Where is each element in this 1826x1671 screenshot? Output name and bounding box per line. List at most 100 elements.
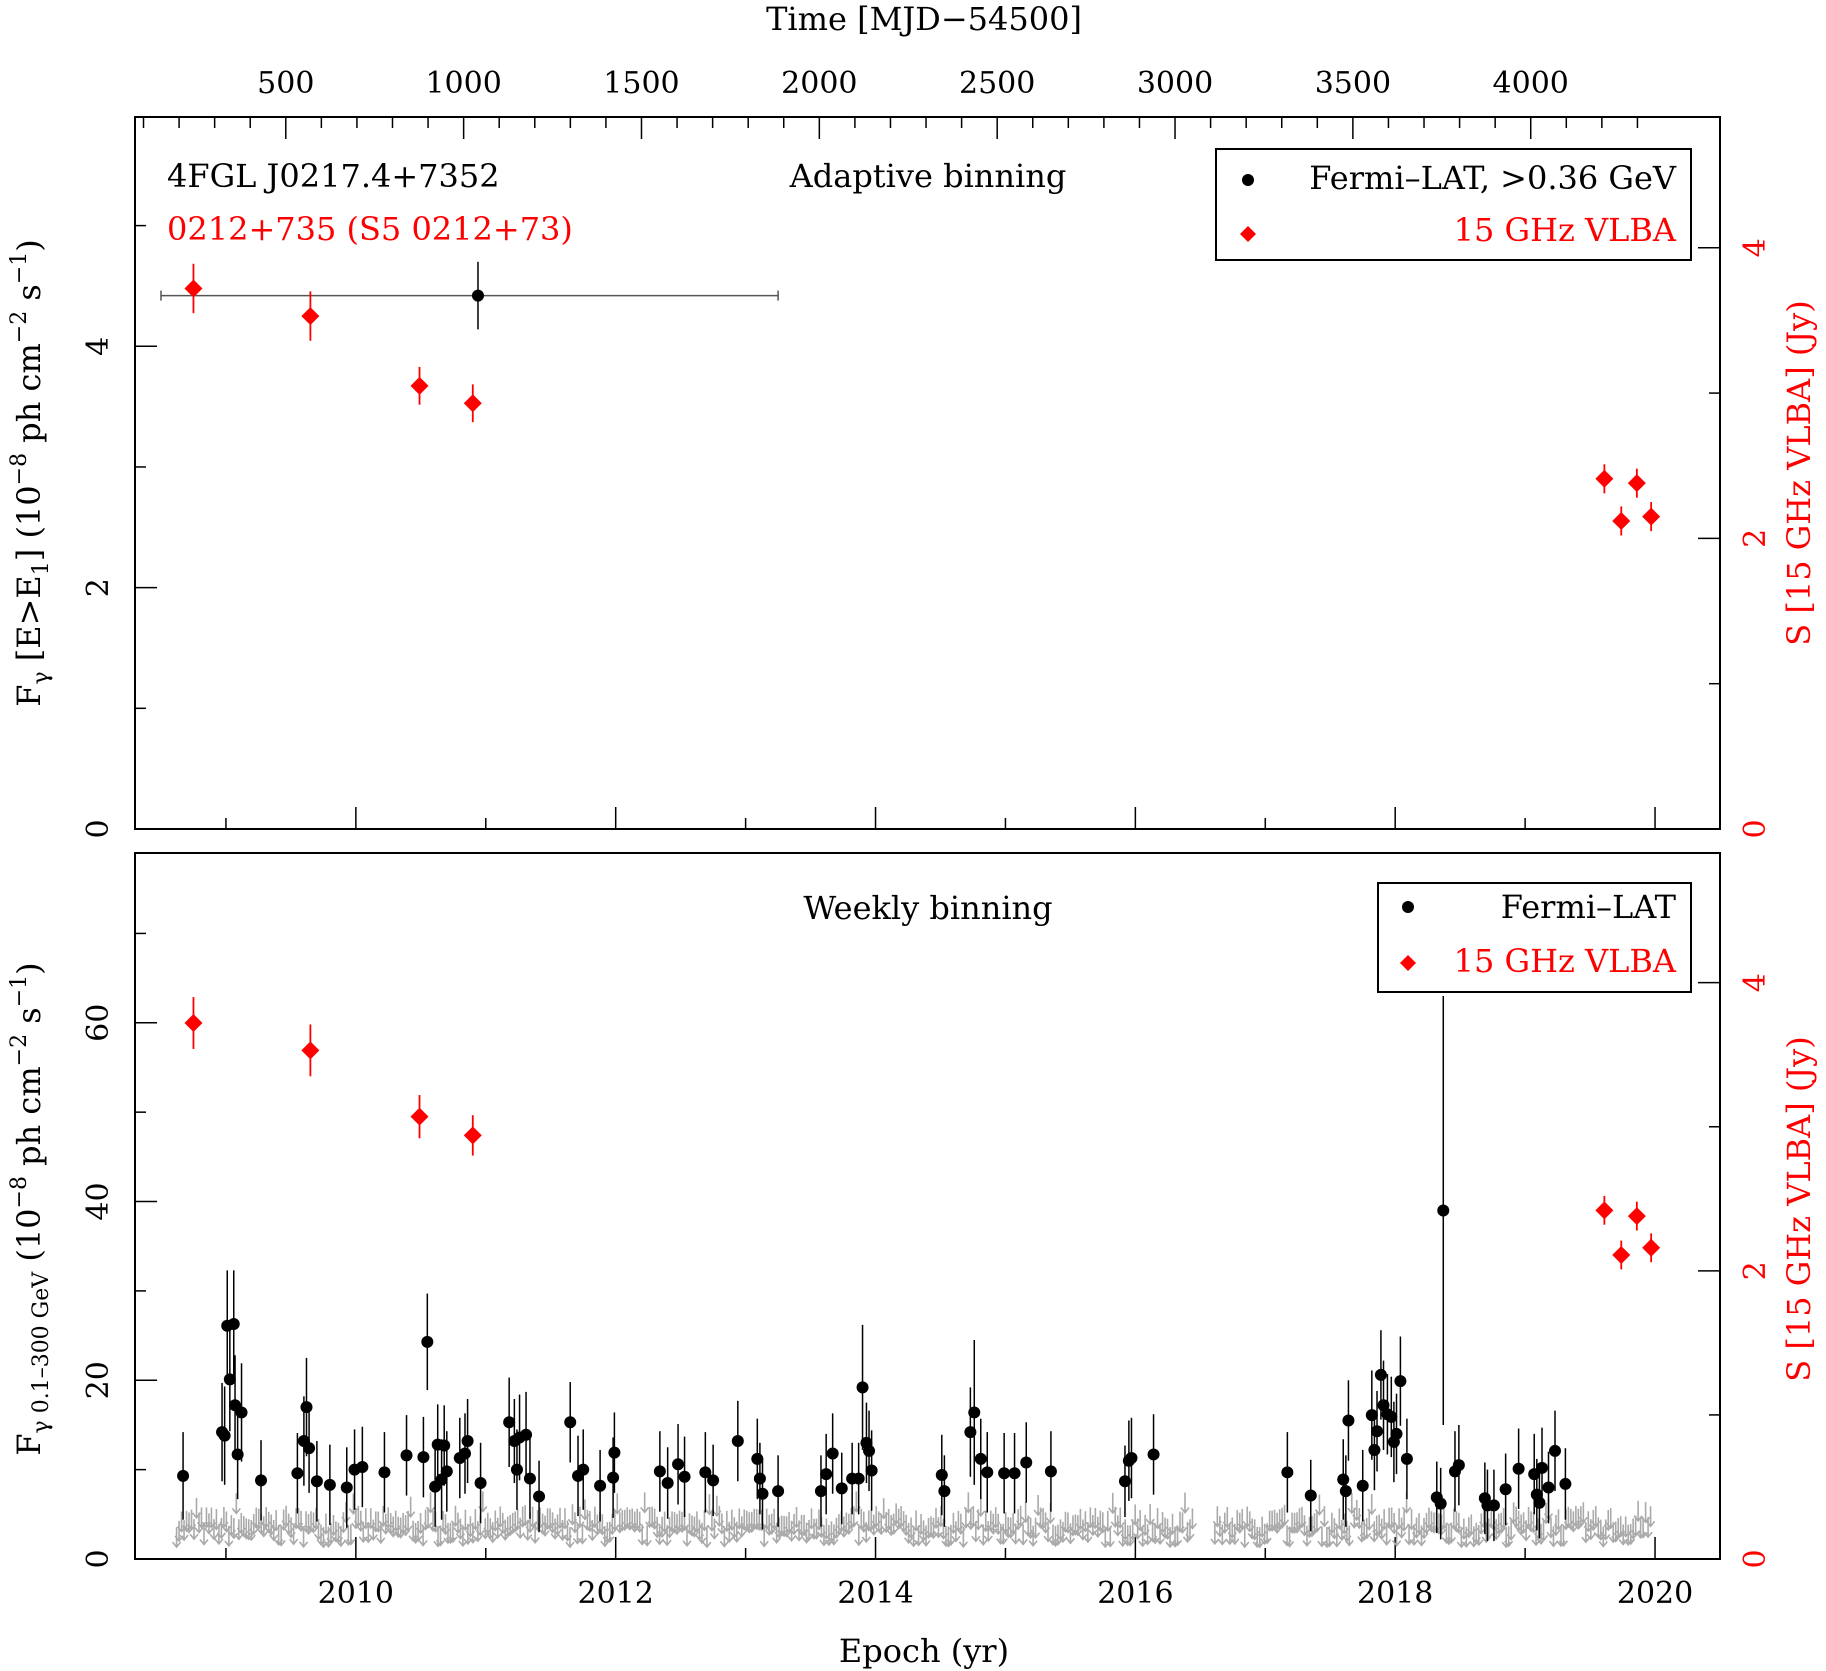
fermi-point (1374, 1368, 1387, 1381)
upper-limit-arrow (709, 1518, 720, 1540)
upper-limit-arrow (423, 1507, 433, 1529)
legend-fermi-marker (1402, 901, 1414, 913)
upper-limit-arrow (565, 1527, 575, 1549)
upper-limit-arrow (1053, 1524, 1063, 1546)
upper-limit-arrow (767, 1513, 777, 1535)
fermi-point (520, 1428, 533, 1441)
upper-limit-arrow (1210, 1523, 1220, 1546)
x-tick-label: 2016 (1097, 1576, 1173, 1611)
fermi-point (1044, 1465, 1057, 1478)
upper-limit-arrow (971, 1521, 981, 1543)
upper-limit-arrow (1187, 1508, 1198, 1530)
legend-vlba-label: 15 GHz VLBA (1454, 211, 1677, 249)
fermi-point (1437, 1204, 1450, 1217)
fermi-point (974, 1452, 987, 1465)
fermi-point (356, 1460, 369, 1473)
upper-limit-arrow (1177, 1512, 1188, 1534)
top-legend: Fermi–LAT, >0.36 GeV 15 GHz VLBA (1215, 148, 1692, 261)
upper-limit-arrow (772, 1522, 782, 1544)
y2-tick-label: 4 (1738, 238, 1773, 257)
vlba-point (301, 307, 320, 326)
fermi-point (731, 1435, 744, 1448)
fermi-point (291, 1467, 304, 1480)
upper-limit-arrow (951, 1521, 961, 1543)
upper-limit-arrow (1058, 1521, 1068, 1544)
upper-limit-arrow (1240, 1527, 1250, 1549)
vlba-point (1627, 1207, 1646, 1226)
upper-limit-arrow (1419, 1517, 1429, 1540)
vlba-point (463, 394, 482, 413)
upper-limit-arrow (1180, 1492, 1190, 1514)
upper-limit-arrow (1461, 1526, 1471, 1548)
upper-limit-arrow (1302, 1525, 1312, 1547)
fermi-point (1533, 1496, 1546, 1509)
vlba-point (463, 1126, 482, 1145)
y2-tick-label: 2 (1738, 529, 1773, 548)
fermi-point (231, 1448, 244, 1461)
upper-limit-arrow (276, 1525, 286, 1547)
upper-limit-arrow (1548, 1526, 1559, 1548)
x-tick-label: 2018 (1357, 1576, 1433, 1611)
bottom-axis-title: Epoch (yr) (839, 1632, 1009, 1670)
upper-limit-arrow (425, 1492, 436, 1514)
fermi-point (756, 1487, 769, 1500)
x-tick-label: 2012 (578, 1576, 654, 1611)
bottom-binning-label: Weekly binning (803, 889, 1052, 927)
upper-limit-arrow (488, 1522, 498, 1544)
upper-limit-arrow (1312, 1511, 1322, 1533)
fermi-point (323, 1478, 336, 1491)
upper-limit-arrow (961, 1507, 971, 1529)
upper-limit-arrow (229, 1518, 239, 1540)
upper-limit-arrow (637, 1524, 647, 1546)
top-panel-frame (134, 116, 1721, 830)
y-tick-label: 40 (81, 1182, 116, 1220)
fermi-point (1365, 1409, 1378, 1422)
fermi-point (1339, 1485, 1352, 1498)
upper-limit-arrow (640, 1492, 650, 1514)
fermi-point (340, 1481, 353, 1494)
y-tick-label: 0 (81, 819, 116, 838)
mjd-tick-label: 1500 (603, 66, 679, 101)
upper-limit-arrow (642, 1525, 652, 1547)
upper-limit-arrow (1185, 1519, 1195, 1541)
y-tick-label: 4 (81, 337, 116, 356)
upper-limit-arrow (1399, 1510, 1409, 1532)
upper-limit-arrow (1586, 1519, 1596, 1541)
y2-tick-label: 4 (1738, 973, 1773, 992)
fermi-point (981, 1466, 994, 1479)
upper-limit-arrow (699, 1510, 710, 1532)
y-tick-label: 20 (81, 1361, 116, 1399)
upper-limit-arrow (1133, 1518, 1143, 1540)
fermi-point (577, 1463, 590, 1476)
upper-limit-arrow (1643, 1517, 1653, 1539)
upper-limit-arrow (1155, 1523, 1165, 1546)
radio-source-name: 0212+735 (S5 0212+73) (167, 210, 573, 248)
fermi-point (751, 1452, 764, 1465)
legend-vlba-label: 15 GHz VLBA (1454, 942, 1677, 980)
upper-limit-arrow (983, 1520, 993, 1543)
upper-limit-arrow (998, 1523, 1008, 1545)
upper-limit-arrow (1222, 1507, 1232, 1529)
upper-limit-arrow (702, 1527, 712, 1549)
upper-limit-arrow (759, 1526, 769, 1548)
legend-vlba-marker (1400, 955, 1416, 971)
vlba-point (1595, 1201, 1614, 1220)
vlba-point (301, 1041, 320, 1060)
upper-limit-arrow (1362, 1518, 1372, 1540)
upper-limit-arrow (903, 1522, 914, 1545)
bottom-right-axis-label: S [15 GHz VLBA] (Jy) (1780, 1036, 1818, 1381)
fermi-point (672, 1458, 685, 1471)
mjd-tick-label: 3500 (1315, 66, 1391, 101)
vlba-point (1627, 474, 1646, 493)
fermi-point (400, 1449, 413, 1462)
upper-limit-arrow (1538, 1520, 1549, 1542)
vlba-point (1595, 469, 1614, 488)
upper-limit-arrow (1332, 1526, 1342, 1548)
fermi-point (707, 1474, 720, 1487)
y2-tick-label: 2 (1738, 1261, 1773, 1280)
upper-limit-arrow (346, 1524, 356, 1546)
fermi-point (964, 1426, 977, 1439)
fermi-point (1542, 1481, 1555, 1494)
upper-limit-arrow (368, 1519, 378, 1541)
mjd-tick-label: 1000 (425, 66, 501, 101)
